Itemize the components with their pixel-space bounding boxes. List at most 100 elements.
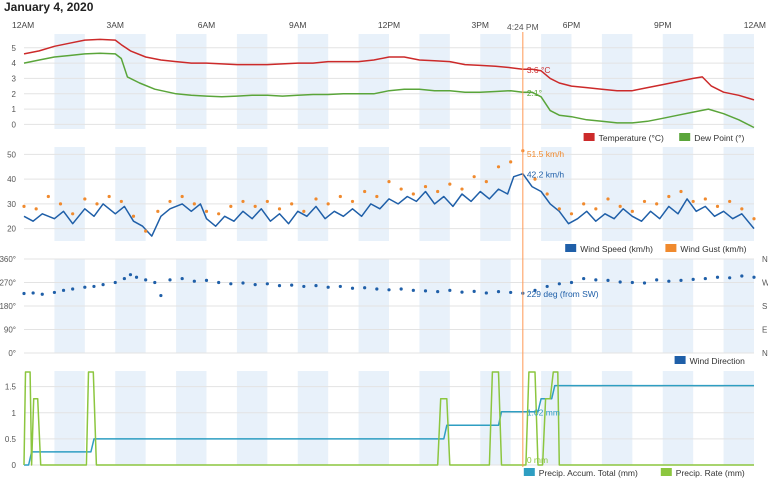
y-tick-label: 90° bbox=[4, 326, 16, 335]
data-point bbox=[314, 197, 318, 201]
y-tick-label: 40 bbox=[7, 175, 16, 184]
data-point bbox=[484, 180, 488, 184]
hour-band bbox=[236, 34, 268, 129]
data-point bbox=[92, 284, 96, 289]
time-tick-label: 12AM bbox=[12, 20, 34, 30]
data-point bbox=[630, 209, 634, 213]
hour-band bbox=[297, 34, 329, 129]
y-tick-label: 1.5 bbox=[5, 383, 17, 392]
data-point bbox=[399, 287, 403, 291]
hour-band bbox=[480, 147, 511, 241]
cursor-value-label: 3.6 °C bbox=[527, 65, 551, 75]
legend-swatch bbox=[679, 133, 691, 141]
cursor-value-label: 51.5 km/h bbox=[527, 149, 565, 159]
data-point bbox=[752, 217, 756, 221]
data-point bbox=[290, 283, 294, 287]
series-line bbox=[23, 371, 754, 466]
hour-band bbox=[176, 371, 207, 465]
data-point bbox=[128, 273, 133, 277]
legend-label: Precip. Rate (mm) bbox=[676, 468, 745, 478]
data-point bbox=[83, 285, 87, 289]
data-point bbox=[533, 177, 537, 181]
hour-band bbox=[419, 147, 450, 241]
data-point bbox=[204, 278, 209, 283]
time-tick-label: 6AM bbox=[198, 20, 215, 30]
hour-band bbox=[297, 147, 329, 241]
data-point bbox=[630, 280, 634, 285]
hour-band bbox=[662, 147, 694, 241]
data-point bbox=[363, 189, 367, 194]
data-point bbox=[387, 288, 391, 292]
cursor-value-label: 2.1° bbox=[527, 88, 542, 98]
data-point bbox=[326, 285, 330, 289]
time-tick-label: 9AM bbox=[289, 20, 306, 30]
hour-band bbox=[176, 147, 207, 241]
y-tick-label: 3 bbox=[12, 74, 17, 83]
data-point bbox=[58, 202, 63, 206]
hour-band bbox=[176, 34, 207, 129]
panel-temp: 0 1 2 3 4 5 Dew Point (°) Temperature (°C) bbox=[12, 38, 755, 143]
y-tick-label: 270° bbox=[0, 279, 16, 288]
data-point bbox=[606, 197, 610, 201]
data-point bbox=[509, 160, 513, 164]
right-tick-label: N bbox=[762, 349, 768, 358]
data-point bbox=[253, 204, 257, 208]
data-point bbox=[606, 278, 610, 283]
y-tick-label: 0 bbox=[12, 461, 17, 470]
hour-band bbox=[723, 34, 754, 129]
hour-band bbox=[419, 371, 450, 465]
data-point bbox=[423, 184, 428, 189]
data-point bbox=[557, 282, 561, 286]
data-point bbox=[144, 278, 148, 282]
data-point bbox=[144, 229, 148, 233]
time-tick-label: 6PM bbox=[563, 20, 580, 30]
data-point bbox=[533, 288, 537, 292]
time-tick-label: 12AM bbox=[744, 20, 766, 30]
data-point bbox=[22, 291, 26, 296]
data-point bbox=[728, 276, 732, 280]
data-point bbox=[545, 192, 549, 196]
data-point bbox=[667, 194, 671, 199]
panel-wind: 20 30 40 50 Wind Gust (km/h) Wind Speed (km/h… bbox=[7, 149, 756, 254]
legend-label: Wind Gust (km/h) bbox=[680, 244, 746, 254]
data-point bbox=[326, 202, 330, 206]
data-point bbox=[448, 182, 452, 186]
data-point bbox=[71, 212, 75, 216]
data-point bbox=[618, 204, 622, 208]
data-point bbox=[484, 291, 488, 295]
time-tick-label: 3PM bbox=[472, 20, 489, 30]
data-point bbox=[582, 202, 586, 206]
data-point bbox=[52, 290, 57, 295]
hour-band bbox=[358, 34, 389, 129]
y-tick-label: 30 bbox=[7, 200, 16, 209]
right-tick-label: N bbox=[762, 255, 768, 264]
data-point bbox=[134, 275, 139, 279]
page-title: January 4, 2020 bbox=[4, 0, 94, 14]
data-point bbox=[703, 276, 707, 281]
data-point bbox=[363, 286, 367, 290]
data-point bbox=[545, 284, 549, 289]
hour-band bbox=[54, 34, 85, 129]
legend-label: Temperature (°C) bbox=[599, 133, 664, 143]
y-tick-label: 2 bbox=[12, 90, 17, 99]
y-tick-label: 20 bbox=[7, 225, 16, 234]
hour-band bbox=[115, 147, 146, 241]
cursor-value-label: 229 deg (from SW) bbox=[527, 289, 599, 299]
hour-band bbox=[723, 147, 754, 241]
data-point bbox=[472, 289, 476, 293]
data-point bbox=[241, 281, 245, 285]
data-point bbox=[667, 279, 671, 283]
hour-band bbox=[480, 371, 511, 465]
data-point bbox=[728, 199, 732, 204]
data-point bbox=[34, 207, 38, 211]
data-point bbox=[290, 202, 294, 206]
data-point bbox=[423, 289, 428, 293]
data-point bbox=[217, 280, 221, 285]
y-tick-label: 0° bbox=[8, 349, 16, 358]
legend-swatch bbox=[665, 244, 677, 252]
time-tick-label: 3AM bbox=[107, 20, 124, 30]
data-point bbox=[594, 278, 598, 282]
data-point bbox=[71, 287, 75, 291]
data-point bbox=[460, 290, 464, 294]
